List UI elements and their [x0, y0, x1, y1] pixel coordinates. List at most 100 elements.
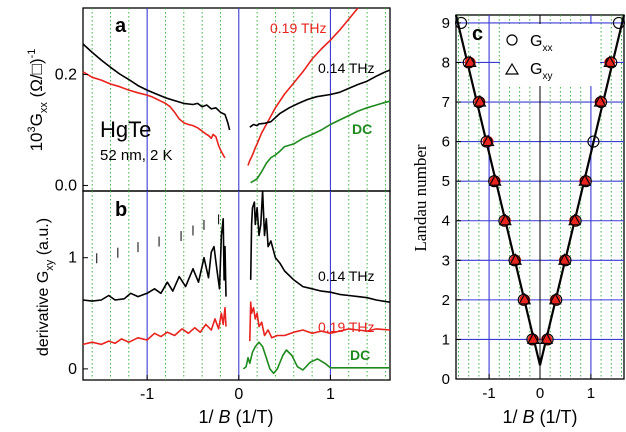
gxx-point — [517, 293, 530, 306]
gxx-point — [498, 214, 511, 227]
y-tick-label: 1 — [68, 250, 77, 267]
gxx-point — [550, 293, 563, 306]
gxy-fill-point — [594, 96, 606, 108]
gxy-point — [593, 94, 607, 107]
gxx-point — [595, 95, 608, 109]
y-tick-label: 0 — [68, 361, 77, 378]
y-tick-label: 9 — [442, 15, 450, 32]
series-line-019thz — [82, 71, 226, 159]
series-label-019thz-b: 0.19 THz — [318, 319, 375, 335]
y-tick-label: 3 — [442, 252, 450, 269]
series-label-dc-a: DC — [352, 121, 372, 137]
gxx-point — [526, 333, 539, 346]
fit-line — [454, 14, 626, 366]
panel-c-ylabel: Landau number — [411, 144, 430, 251]
y-tick-label: 0 — [442, 371, 450, 388]
panel-b-ylabel: derivative Gxy (a.u.) — [35, 218, 56, 356]
y-tick-label: 2 — [442, 292, 450, 309]
panel-b-label: b — [115, 199, 127, 221]
gxx-point — [541, 333, 554, 346]
gxy-point — [540, 332, 554, 344]
series-line-014thz — [249, 69, 391, 128]
y-tick-label: 0.0 — [55, 177, 77, 194]
series-line-019thz — [247, 7, 359, 166]
x-tick-label: 0 — [536, 385, 544, 402]
gxy-point — [558, 253, 571, 265]
gxx-point — [569, 214, 582, 227]
panel-c-xlabel: 1/ B (1/T) — [502, 407, 577, 427]
gxy-fill-point — [569, 215, 581, 227]
panel-b-frame — [82, 190, 391, 381]
gxx-point — [579, 175, 592, 188]
panel-c-ticks: 0 1 2 3 4 5 6 7 8 9 -1 0 1 — [442, 15, 595, 402]
panel-c: 0 1 2 3 4 5 6 7 8 9 -1 0 1 c Gxx Gxy Landau number 1… — [411, 14, 626, 427]
legend-gxy-marker — [504, 62, 520, 75]
series-line-014thz — [82, 43, 231, 131]
gxy-fill-point — [549, 294, 561, 306]
gxx-point — [605, 56, 618, 69]
gxy-fill-point — [510, 254, 522, 266]
gxy-fill-point — [558, 254, 570, 266]
panel-a-ticks: 0.0 0.2 — [55, 67, 88, 194]
panel-b-grid — [91, 191, 386, 380]
legend-gxx-label: Gxx — [530, 33, 552, 54]
gxx-point — [612, 16, 625, 29]
series-line-019thz — [82, 306, 227, 346]
x-tick-label: -1 — [482, 385, 495, 402]
y-tick-label: 5 — [442, 173, 450, 190]
panel-a-grid — [91, 8, 386, 191]
gxy-point — [518, 292, 532, 305]
series-line-dc — [242, 341, 390, 375]
panel-c-label: c — [472, 23, 483, 45]
gxy-fill-point — [541, 333, 553, 345]
gxy-point — [603, 55, 617, 68]
gxx-point — [472, 95, 485, 109]
gxx-point — [559, 254, 572, 267]
gxy-point — [481, 134, 495, 147]
x-tick-label: -1 — [140, 386, 154, 403]
series-line-dc — [250, 100, 391, 184]
panel-c-fit-line — [454, 14, 626, 366]
gxy-point — [473, 94, 487, 107]
sample-subtitle: 52 nm, 2 K — [100, 147, 173, 164]
series-line-014thz — [82, 218, 227, 302]
gxy-point — [548, 292, 562, 305]
gxx-point — [480, 135, 493, 148]
y-tick-label: 1 — [442, 331, 450, 348]
series-label-019thz-a: 0.19 THz — [270, 20, 327, 36]
panel-b-series — [82, 190, 391, 375]
gxy-point — [463, 55, 477, 68]
series-label-014thz-b: 0.14 THz — [318, 268, 375, 284]
gxx-point — [455, 16, 468, 29]
panel-b-xlabel: 1/ B (1/T) — [198, 407, 273, 427]
y-tick-label: 7 — [442, 94, 450, 111]
panel-a-ylabel: 103Gxx (Ω/□)-1 — [26, 49, 50, 152]
y-tick-label: 6 — [442, 134, 450, 151]
gxy-fill-point — [474, 96, 486, 108]
gxx-point — [508, 254, 521, 267]
svg-text:103Gxx (Ω/□)-1: 103Gxx (Ω/□)-1 — [26, 49, 50, 152]
panel-b-tick-markers — [96, 214, 220, 264]
legend-gxy-label: Gxy — [530, 61, 552, 82]
y-tick-label: 4 — [442, 213, 450, 230]
panel-b-ticks: 0 1 -1 0 1 — [68, 250, 335, 403]
gxx-point — [462, 56, 475, 69]
gxy-fill-point — [519, 294, 531, 306]
series-label-dc-b: DC — [350, 347, 370, 363]
legend: Gxx Gxy — [500, 24, 600, 86]
y-tick-label: 8 — [442, 54, 450, 71]
panel-c-series — [455, 16, 625, 346]
x-tick-label: 1 — [587, 385, 595, 402]
gxy-fill-point — [489, 175, 501, 187]
panel-a: 0.0 0.2 a HgTe 52 nm, 2 K 0.19 THz 0.14 T… — [26, 7, 391, 194]
svg-text:Landau number: Landau number — [411, 144, 430, 251]
gxy-point — [488, 174, 502, 186]
sample-title: HgTe — [100, 117, 151, 142]
series-label-014thz-a: 0.14 THz — [318, 60, 375, 76]
gxx-point — [587, 135, 600, 148]
panel-a-label: a — [115, 15, 127, 37]
panel-b: 0 1 -1 0 1 b 0.14 THz 0.19 THz DC derivative… — [35, 190, 391, 427]
gxy-point — [526, 332, 540, 344]
x-tick-label: 1 — [326, 386, 335, 403]
